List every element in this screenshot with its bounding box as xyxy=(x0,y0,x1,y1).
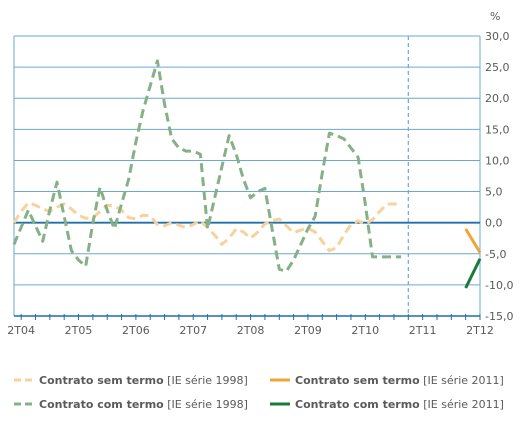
tick-labels: 30,0 25,0 20,0 15,0 10,0 5,0 0,0 -5,0 -10,0 -15,0… xyxy=(7,10,513,337)
series-line-3 xyxy=(12,59,402,273)
x-tick-label: 2T05 xyxy=(65,324,93,337)
y-tick-label: -5,0 xyxy=(485,248,506,261)
legend-label: Contrato com termo [IE série 1998] xyxy=(39,398,248,411)
y-tick-label: 15,0 xyxy=(485,123,510,136)
series-line-4 xyxy=(464,258,482,289)
x-tick-label: 2T04 xyxy=(7,324,35,337)
y-tick-label: -15,0 xyxy=(485,310,513,323)
legend: Contrato sem termo [IE série 1998] Contra… xyxy=(14,374,504,411)
x-tick-label: 2T09 xyxy=(294,324,322,337)
y-tick-label: -10,0 xyxy=(485,279,513,292)
x-tick-label: 2T06 xyxy=(122,324,150,337)
series-line-2 xyxy=(464,228,482,254)
unit-label: % xyxy=(490,10,500,23)
x-tick-label: 2T11 xyxy=(409,324,437,337)
x-tick-label: 2T07 xyxy=(179,324,207,337)
grid-lines xyxy=(13,35,481,317)
y-tick-label: 5,0 xyxy=(485,186,503,199)
x-tick-label: 2T10 xyxy=(351,324,379,337)
series-lines xyxy=(12,59,482,289)
x-tick-label: 2T08 xyxy=(237,324,265,337)
y-tick-label: 30,0 xyxy=(485,30,510,43)
legend-label: Contrato sem termo [IE série 1998] xyxy=(39,374,248,387)
y-tick-label: 20,0 xyxy=(485,92,510,105)
legend-label: Contrato sem termo [IE série 2011] xyxy=(295,374,504,387)
x-tick-label: 2T12 xyxy=(466,324,494,337)
y-tick-label: 25,0 xyxy=(485,61,510,74)
y-tick-label: 0,0 xyxy=(485,217,503,230)
x-axis xyxy=(14,314,481,320)
y-tick-label: 10,0 xyxy=(485,154,510,167)
legend-label: Contrato com termo [IE série 2011] xyxy=(295,398,504,411)
